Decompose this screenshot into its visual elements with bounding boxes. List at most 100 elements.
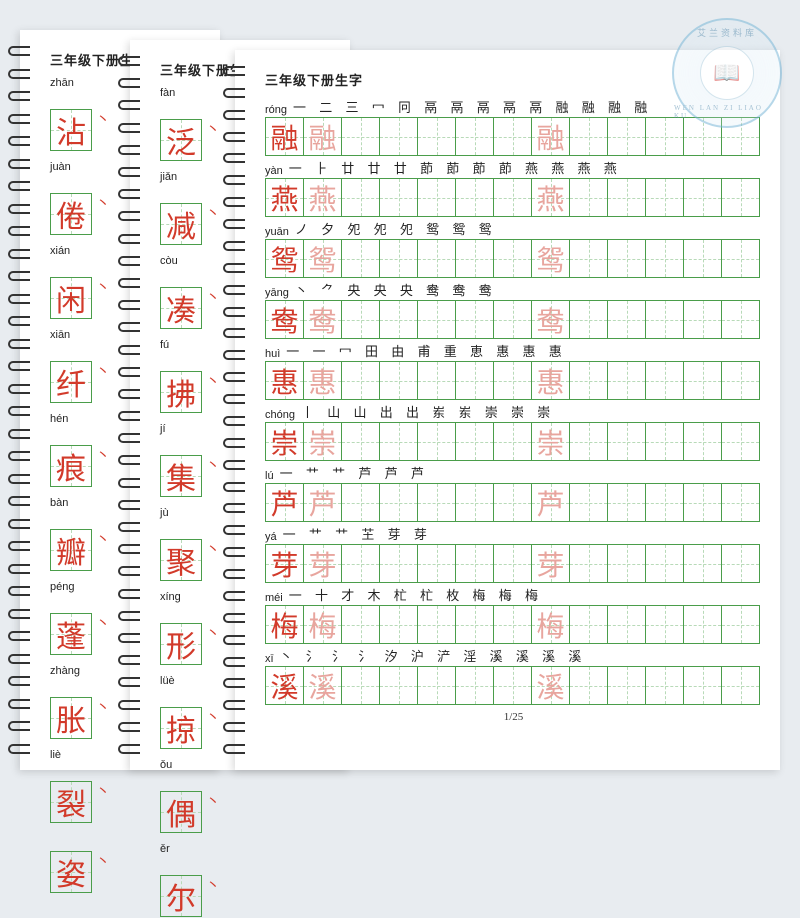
practice-cell: 鸳 [531, 239, 570, 278]
pinyin-label: yuān [265, 226, 289, 238]
character-entry: huì一 一 冖 田 由 甫 重 恵 惠 惠 惠惠惠惠 [265, 341, 762, 400]
character-entry: yāng丶 ⺈ 央 央 央 鸯 鸯 鸯鸯鸯鸯 [265, 280, 762, 339]
spiral-binding [223, 60, 247, 760]
practice-cell [607, 666, 646, 705]
practice-grid-row: 崇崇崇 [265, 422, 762, 461]
practice-cell [569, 239, 608, 278]
practice-cell: 胀 [50, 697, 92, 739]
badge-bottom-text: WEN LAN ZI LIAO KU [674, 104, 780, 120]
badge-top-text: 艾兰资料库 [697, 26, 757, 39]
practice-cell: 溪 [531, 666, 570, 705]
practice-cell [493, 117, 532, 156]
practice-cell: 芽 [265, 544, 304, 583]
practice-cell: 鸯 [265, 300, 304, 339]
practice-cell [683, 239, 722, 278]
practice-cell [379, 544, 418, 583]
practice-cell [683, 544, 722, 583]
practice-cell: 凑 [160, 287, 202, 329]
character-entry: ěr尔丶 [160, 843, 332, 917]
practice-cell [417, 361, 456, 400]
practice-cell [455, 483, 494, 522]
stroke-hint: 丶 [96, 529, 110, 549]
practice-grid-row: 芽芽芽 [265, 544, 762, 583]
pinyin-label: yàn [265, 165, 283, 177]
pinyin-label: róng [265, 104, 287, 116]
practice-cell [721, 483, 760, 522]
practice-cell: 芦 [303, 483, 342, 522]
practice-cell [417, 605, 456, 644]
practice-cell: 尔 [160, 875, 202, 917]
practice-cell [721, 361, 760, 400]
stroke-order-row: ノ 夕 夗 夗 夗 鸳 鸳 鸳 [295, 219, 497, 238]
character-glyph: 鸯 [270, 300, 298, 340]
character-glyph: 溪 [270, 666, 298, 706]
practice-cell [455, 300, 494, 339]
character-glyph: 惠 [270, 361, 298, 401]
character-glyph: 瓣 [56, 528, 86, 572]
stroke-hint: 丶 [206, 875, 220, 895]
stroke-order-row: 丶 ⺈ 央 央 央 鸯 鸯 鸯 [295, 280, 497, 299]
character-glyph: 掠 [166, 706, 196, 750]
practice-grid-row: 梅梅梅 [265, 605, 762, 644]
practice-cell: 鸯 [303, 300, 342, 339]
practice-cell: 闲 [50, 277, 92, 319]
pinyin-label: huì [265, 348, 280, 360]
practice-cell [607, 239, 646, 278]
practice-cell: 崇 [531, 422, 570, 461]
practice-cell [417, 178, 456, 217]
character-glyph: 溪 [308, 666, 336, 706]
practice-cell [493, 544, 532, 583]
practice-grid-row: 芦芦芦 [265, 483, 762, 522]
character-glyph: 痕 [56, 444, 86, 488]
practice-cell: 燕 [531, 178, 570, 217]
practice-cell [645, 605, 684, 644]
pinyin-label: méi [265, 592, 283, 604]
practice-cell [645, 239, 684, 278]
practice-cell: 融 [531, 117, 570, 156]
character-glyph: 蓬 [56, 612, 86, 656]
practice-grid-row: 燕燕燕 [265, 178, 762, 217]
practice-cell [455, 239, 494, 278]
character-entry: yàn一 ⺊ 廿 廿 廿 莭 莭 莭 莭 燕 燕 燕 燕燕燕燕 [265, 158, 762, 217]
practice-cell: 痕 [50, 445, 92, 487]
practice-cell: 聚 [160, 539, 202, 581]
practice-cell [569, 422, 608, 461]
stroke-order-row: 一 一 冖 田 由 甫 重 恵 惠 惠 惠 [286, 341, 567, 360]
practice-cell [493, 239, 532, 278]
practice-cell [455, 605, 494, 644]
practice-cell [417, 422, 456, 461]
practice-cell [607, 544, 646, 583]
practice-cell [493, 361, 532, 400]
practice-cell [341, 666, 380, 705]
spiral-binding [118, 50, 142, 760]
watermark-badge: 艾兰资料库 📖 WEN LAN ZI LIAO KU [672, 18, 782, 128]
stroke-hint: 丶 [206, 539, 220, 559]
practice-cell [569, 605, 608, 644]
practice-cell [721, 300, 760, 339]
character-glyph: 聚 [166, 538, 196, 582]
practice-cell [455, 178, 494, 217]
character-glyph: 姿 [56, 850, 86, 894]
practice-cell [721, 422, 760, 461]
character-glyph: 崇 [270, 422, 298, 462]
practice-grid-row: 融融融 [265, 117, 762, 156]
practice-cell [721, 605, 760, 644]
character-glyph: 芦 [308, 483, 336, 523]
practice-cell [341, 361, 380, 400]
practice-cell [379, 239, 418, 278]
character-entry: yá一 艹 艹 芏 芽 芽芽芽芽 [265, 524, 762, 583]
character-glyph: 芽 [308, 544, 336, 584]
practice-cell: 梅 [531, 605, 570, 644]
practice-cell [379, 300, 418, 339]
stroke-order-row: 一 二 三 冖 冋 鬲 鬲 鬲 鬲 鬲 融 融 融 融 [293, 97, 652, 116]
practice-cell: 崇 [265, 422, 304, 461]
practice-cell [417, 300, 456, 339]
stroke-order-row: 一 艹 艹 芦 芦 芦 [280, 463, 429, 482]
stroke-order-row: 丨 山 山 出 出 岽 岽 崇 崇 崇 [301, 402, 555, 421]
practice-cell [379, 605, 418, 644]
practice-cell [455, 361, 494, 400]
character-glyph: 燕 [270, 178, 298, 218]
practice-cell: 芽 [303, 544, 342, 583]
spiral-binding [8, 40, 32, 760]
stroke-hint: 丶 [206, 203, 220, 223]
